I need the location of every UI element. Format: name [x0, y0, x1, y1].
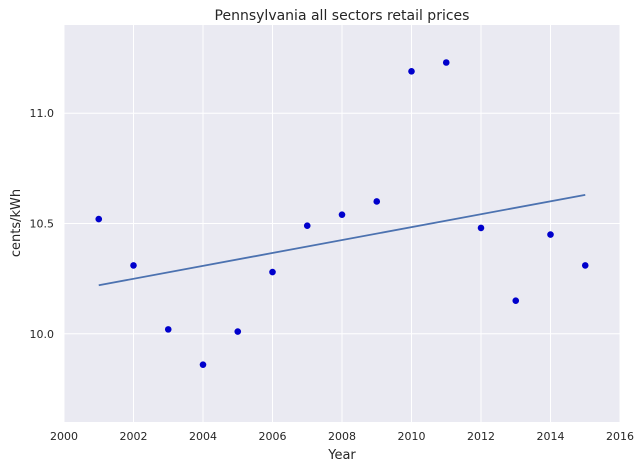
data-point: [130, 262, 137, 269]
data-point: [95, 215, 103, 223]
grid-lines: [63, 25, 621, 422]
data-point: [269, 268, 276, 276]
x-axis-label: Year: [327, 448, 356, 463]
x-tick-label: 2002: [120, 430, 148, 443]
x-axis-ticks: 2000 2002 2004 2006 2008 2010 2012 2014 2016: [50, 430, 634, 443]
trend-line: [98, 193, 586, 287]
trend-line-series: [98, 193, 586, 287]
data-point: [199, 361, 207, 368]
data-point: [234, 328, 242, 335]
x-tick-label: 2006: [259, 430, 287, 443]
x-tick-label: 2008: [328, 430, 356, 443]
data-point: [442, 59, 450, 66]
y-axis-label: cents/kWh: [9, 189, 24, 257]
y-tick-label: 10.0: [30, 328, 55, 341]
x-tick-label: 2014: [537, 430, 565, 443]
x-tick-label: 2010: [398, 430, 426, 443]
y-axis-ticks: 10.0 10.5 11.0: [30, 107, 55, 341]
data-point: [164, 326, 172, 333]
data-point: [581, 262, 589, 269]
y-tick-label: 11.0: [30, 107, 55, 120]
chart-title: Pennsylvania all sectors retail prices: [215, 8, 470, 24]
data-point: [338, 211, 346, 218]
data-point: [512, 297, 520, 304]
y-tick-label: 10.5: [30, 218, 55, 231]
data-point: [547, 231, 554, 238]
x-tick-label: 2012: [467, 430, 495, 443]
x-tick-label: 2016: [606, 430, 634, 443]
scatter-points: [95, 59, 589, 368]
data-point: [373, 198, 381, 205]
data-point: [408, 68, 415, 75]
data-point: [303, 222, 311, 230]
x-tick-label: 2000: [50, 430, 78, 443]
x-tick-label: 2004: [189, 430, 217, 443]
data-point: [477, 224, 485, 232]
